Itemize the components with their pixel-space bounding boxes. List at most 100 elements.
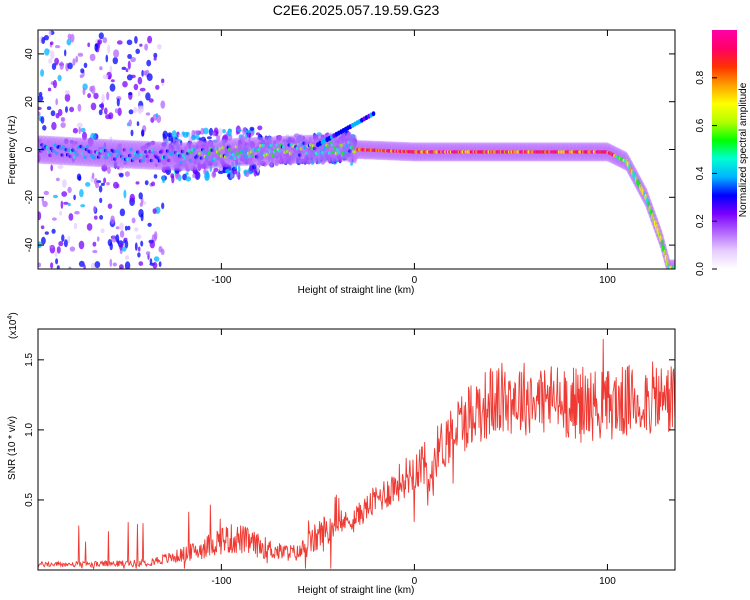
spectrogram-noise-cell	[134, 227, 139, 232]
spectrogram-noise-cell	[70, 33, 75, 43]
spectrogram-noise-cell	[160, 248, 165, 255]
spectrogram-noise-cell	[65, 106, 68, 113]
spectrogram-noise-cell	[73, 222, 78, 230]
colorbar-gradient	[712, 30, 737, 269]
spectrogram-noise-cell	[138, 208, 144, 218]
spectrogram-noise-cell	[95, 182, 100, 189]
spectrogram-noise-cell	[185, 176, 192, 182]
spectrogram-noise-cell	[208, 127, 214, 136]
spectrogram-noise-cell	[148, 98, 154, 103]
spectrogram-noise-cell	[135, 234, 142, 240]
spectrogram-noise-cell	[80, 127, 86, 133]
spectrogram-noise-cell	[109, 136, 113, 141]
spectrogram-noise-cell	[154, 268, 156, 269]
spectrogram-noise-cell	[119, 264, 124, 269]
spectrogram-noise-cell	[212, 131, 216, 137]
spectrogram-noise-cell	[157, 44, 162, 50]
spectrogram-noise-cell	[154, 231, 158, 241]
spectrogram-noise-cell	[153, 57, 157, 61]
spectrogram-noise-cell	[253, 169, 257, 177]
spectrogram-noise-cell	[130, 56, 137, 63]
spectrogram-noise-cell	[145, 251, 151, 256]
spectrogram-noise-cell	[222, 129, 226, 134]
spectrogram-noise-cell	[227, 128, 232, 137]
spectrogram-noise-cell	[55, 98, 58, 106]
spectrogram-noise-cell	[77, 103, 82, 112]
spectrogram-noise-cell	[58, 241, 64, 247]
snr-y-tick-label: 1.0	[24, 422, 35, 436]
spectrogram-noise-cell	[230, 172, 234, 179]
spectrogram-noise-cell	[114, 108, 119, 114]
spectrogram-noise-cell	[80, 68, 85, 74]
spectrogram-noise-cell	[93, 205, 96, 213]
spectrogram-noise-cell	[60, 200, 64, 209]
spectrogram-noise-cell	[146, 73, 153, 81]
spectrogram-noise-cell	[144, 180, 149, 186]
spectrogram-noise-cell	[76, 122, 83, 128]
spectrogram-noise-cell	[43, 35, 50, 41]
spectrogram-noise-cell	[79, 74, 84, 79]
spectrogram-noise-cell	[87, 93, 91, 99]
spectrogram-noise-cell	[203, 127, 209, 135]
spectrogram-noise-cell	[72, 127, 78, 134]
spectrogram-noise-cell	[244, 171, 250, 178]
spectrogram-noise-cell	[121, 66, 127, 70]
spectrogram-noise-cell	[110, 79, 115, 83]
spectrogram-noise-cell	[128, 92, 133, 96]
spectrogram-noise-cell	[242, 127, 247, 135]
spectrogram-noise-cell	[61, 234, 65, 242]
spectrogram-noise-cell	[131, 217, 136, 224]
spectrogram-noise-cell	[138, 192, 143, 200]
spectrogram-noise-cell	[49, 245, 55, 249]
spectrogram-noise-cell	[140, 105, 144, 113]
spectrogram-noise-cell	[161, 78, 165, 84]
spectrogram-noise-cell	[40, 225, 45, 230]
spectrogram-x-tick-label: 100	[599, 275, 616, 286]
spectrogram-noise-cell	[150, 181, 156, 187]
spectrogram-noise-cell	[124, 225, 128, 231]
spectrogram-noise-cell	[237, 165, 241, 174]
spectrogram-x-axis-label: Height of straight line (km)	[298, 285, 415, 296]
spectrogram-noise-cell	[217, 128, 223, 137]
spectrogram-noise-cell	[44, 48, 50, 56]
spectrogram-noise-cell	[136, 121, 140, 127]
spectrogram-noise-cell	[104, 107, 108, 115]
spectrogram-noise-cell	[105, 54, 109, 63]
spectrogram-noise-cell	[204, 171, 210, 181]
spectrogram-noise-cell	[54, 45, 61, 49]
spectrogram-noise-cell	[217, 170, 224, 175]
spectrogram-noise-cell	[128, 119, 132, 127]
spectrogram-noise-cell	[236, 128, 242, 132]
spectrogram-noise-cell	[105, 114, 112, 120]
spectrogram-noise-cell	[145, 92, 151, 101]
spectrogram-noise-cell	[41, 236, 46, 245]
spectrogram-noise-cell	[216, 135, 221, 141]
spectrogram-noise-cell	[116, 98, 120, 107]
spectrogram-noise-cell	[153, 52, 158, 59]
spectrogram-noise-cell	[49, 41, 54, 45]
spectrogram-noise-cell	[115, 234, 120, 243]
spectrogram-noise-cell	[134, 242, 138, 251]
colorbar-ticks: 0.0 0.2 0.4 0.6 0.8	[695, 70, 717, 276]
spectrogram-noise-cell	[152, 262, 158, 269]
spectrogram-noise-cell	[102, 74, 109, 80]
snr-x-tick-label: 0	[412, 576, 418, 587]
snr-x-tick-label: 100	[599, 576, 616, 587]
colorbar-tick-label: 0.2	[695, 214, 706, 228]
spectrogram-noise-cell	[89, 86, 94, 92]
spectrogram-noise-cell	[139, 87, 146, 92]
spectrogram-noise-cell	[92, 241, 97, 247]
spectrogram-noise-cell	[92, 249, 98, 254]
spectrogram-noise-cell	[107, 203, 113, 209]
spectrogram-noise-cell	[89, 53, 96, 62]
spectrogram-noise-cell	[63, 201, 69, 205]
spectrogram-noise-cell	[119, 230, 125, 238]
spectrogram-noise-cell	[90, 102, 97, 111]
spectrogram-noise-cell	[116, 40, 123, 45]
spectrogram-noise-cell	[60, 122, 66, 128]
spectrogram-noise-cell	[51, 228, 56, 234]
spectrogram-noise-cell	[100, 228, 105, 234]
spectrogram-noise-cell	[127, 60, 131, 70]
spectrogram-noise-cell	[149, 240, 155, 249]
spectrogram-noise-cell	[46, 106, 52, 110]
